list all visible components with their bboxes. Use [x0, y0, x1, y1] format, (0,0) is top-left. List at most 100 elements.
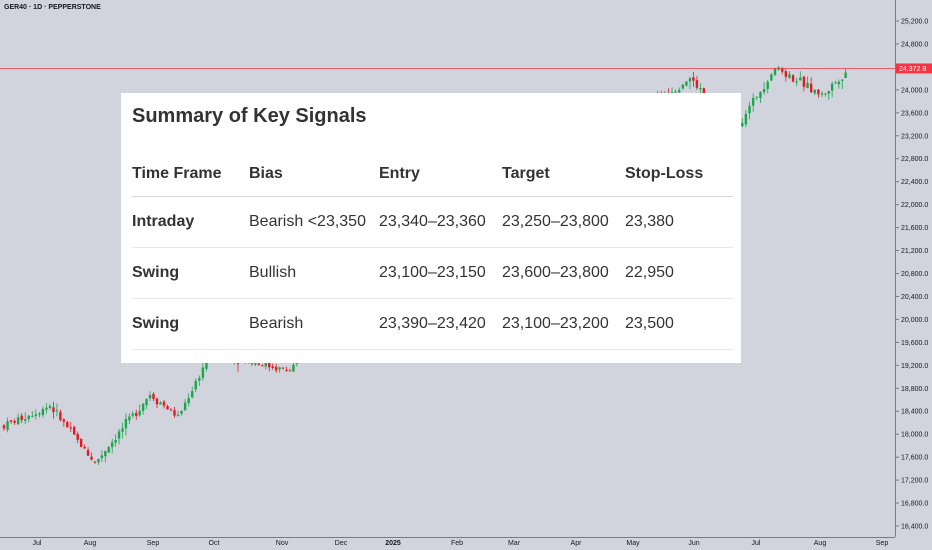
price-axis-label: 24,800.0	[901, 41, 928, 48]
candle-up	[788, 70, 791, 79]
summary-title: Summary of Key Signals	[132, 105, 367, 127]
candle-up	[834, 80, 837, 84]
row-target: 23,100–23,200	[502, 298, 625, 350]
candle-body	[128, 416, 131, 421]
row-stop-loss: 23,500	[625, 298, 733, 350]
candle-body	[292, 364, 295, 372]
time-axis-label: Feb	[451, 540, 463, 547]
candle-body	[844, 72, 847, 79]
candle-body	[152, 393, 155, 400]
candle-down	[90, 452, 93, 461]
price-axis-label: 23,200.0	[901, 133, 928, 140]
candle-body	[159, 402, 162, 405]
candle-body	[83, 446, 86, 449]
candle-up	[38, 411, 41, 418]
candle-body	[809, 83, 813, 93]
candle-down	[271, 363, 274, 370]
table-header-row: Time Frame Bias Entry Target Stop-Loss	[132, 151, 733, 197]
candle-up	[201, 363, 205, 381]
candle-body	[124, 418, 128, 429]
row-time-frame: Swing	[132, 298, 249, 350]
table-row: Swing Bearish 23,390–23,420 23,100–23,20…	[132, 298, 733, 350]
candle-body	[117, 431, 121, 439]
candle-body	[681, 84, 684, 89]
candle-body	[38, 413, 41, 415]
candle-down	[76, 431, 79, 444]
candle-body	[162, 401, 166, 406]
candle-body	[813, 89, 816, 94]
candle-down	[59, 409, 62, 422]
candle-up	[128, 413, 131, 424]
candle-up	[124, 413, 128, 436]
candle-up	[41, 406, 45, 418]
candle-down	[52, 401, 55, 419]
candle-down	[155, 397, 159, 409]
candle-up	[755, 96, 759, 101]
candle-up	[748, 101, 751, 120]
candle-body	[20, 415, 23, 421]
candle-body	[79, 438, 83, 447]
candle-down	[802, 76, 806, 92]
candle-body	[791, 75, 795, 82]
candle-body	[9, 420, 13, 422]
time-axis-label: 2025	[385, 540, 401, 547]
table-row: Intraday Bearish <23,350 23,340–23,360 2…	[132, 196, 733, 248]
price-axis-label: 20,800.0	[901, 271, 928, 278]
candle-up	[759, 91, 762, 104]
candle-body	[62, 419, 66, 422]
candle-body	[55, 410, 59, 412]
candle-body	[107, 446, 110, 453]
candle-up	[100, 450, 104, 463]
candle-up	[770, 73, 773, 82]
candle-down	[135, 409, 138, 420]
row-bias: Bearish <23,350	[249, 196, 379, 248]
candle-body	[100, 455, 104, 459]
candle-down	[93, 461, 97, 464]
current-price-tag	[896, 63, 932, 74]
candle-up	[104, 450, 107, 463]
candle-down	[261, 364, 264, 367]
candle-up	[110, 438, 114, 454]
candle-body	[31, 415, 34, 417]
candle-body	[24, 419, 27, 421]
candle-body	[201, 367, 205, 378]
candle-down	[73, 425, 76, 435]
row-bias: Bullish	[249, 247, 379, 299]
candle-body	[52, 407, 55, 413]
candle-body	[76, 433, 79, 440]
candle-up	[191, 386, 194, 399]
candle-body	[781, 68, 784, 72]
price-axis-label: 18,400.0	[901, 409, 928, 416]
candle-up	[176, 410, 180, 417]
price-axis-label: 17,200.0	[901, 478, 928, 485]
current-price-label: 24,372.8	[899, 66, 926, 73]
candle-body	[748, 105, 751, 114]
candle-up	[762, 82, 766, 95]
candle-body	[773, 68, 777, 75]
candle-up	[121, 422, 124, 439]
candle-down	[695, 75, 699, 90]
price-axis-label: 21,600.0	[901, 225, 928, 232]
price-axis-label: 21,200.0	[901, 248, 928, 255]
candle-body	[148, 395, 152, 399]
candle-body	[13, 420, 16, 423]
price-axis-label: 20,000.0	[901, 317, 928, 324]
candle-body	[90, 456, 93, 460]
candle-body	[86, 449, 90, 456]
candle-body	[830, 83, 834, 91]
candle-body	[2, 425, 6, 429]
price-axis-label: 20,400.0	[901, 294, 928, 301]
candle-body	[770, 74, 773, 81]
candle-body	[685, 81, 688, 86]
candle-up	[31, 411, 34, 418]
candle-body	[198, 377, 201, 381]
signals-table: Time Frame Bias Entry Target Stop-Loss I…	[132, 151, 733, 350]
price-axis-label: 19,600.0	[901, 340, 928, 347]
row-target: 23,600–23,800	[502, 247, 625, 299]
candle-up	[45, 403, 48, 414]
candle-down	[169, 408, 173, 412]
candle-body	[784, 71, 788, 77]
candle-up	[841, 79, 844, 90]
candle-up	[117, 428, 121, 445]
